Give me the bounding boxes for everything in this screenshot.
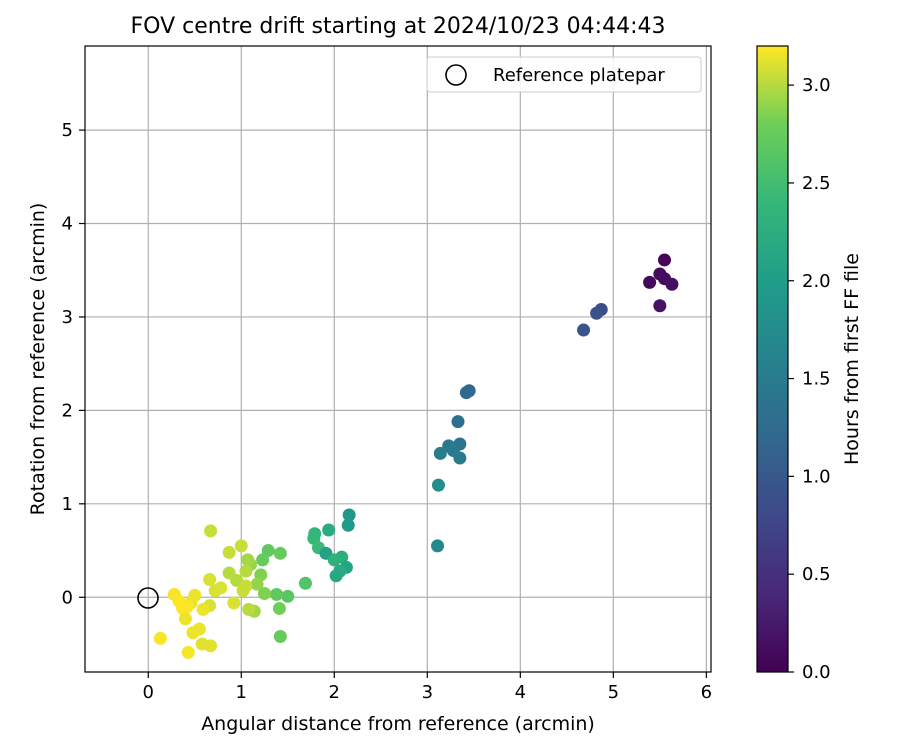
scatter-point xyxy=(241,553,255,567)
scatter-point xyxy=(227,596,241,610)
scatter-point xyxy=(242,602,256,616)
scatter-point xyxy=(342,508,356,522)
x-axis-ticks: 0 1 2 3 4 5 6 xyxy=(143,672,712,703)
colorbar: 0.0 0.5 1.0 1.5 2.0 2.5 3.0 Hours from first F… xyxy=(756,45,863,683)
scatter-point xyxy=(256,553,270,567)
y-tick-label: 2 xyxy=(62,400,73,421)
colorbar-tick-label: 2.0 xyxy=(802,271,831,292)
chart-title: FOV centre drift starting at 2024/10/23 … xyxy=(131,14,666,39)
scatter-point xyxy=(222,545,236,559)
scatter-point xyxy=(643,275,657,289)
scatter-point xyxy=(322,523,336,537)
scatter-point xyxy=(203,573,217,587)
scatter-point xyxy=(167,587,181,601)
scatter-point xyxy=(665,277,679,291)
colorbar-tick-label: 1.0 xyxy=(802,466,831,487)
scatter-point xyxy=(590,306,604,320)
scatter-point xyxy=(272,601,286,615)
scatter-point xyxy=(250,577,264,591)
colorbar-label: Hours from first FF file xyxy=(841,253,863,465)
colorbar-tick-label: 1.5 xyxy=(802,369,831,390)
scatter-point xyxy=(453,451,467,465)
y-tick-label: 5 xyxy=(62,120,73,141)
colorbar-gradient xyxy=(756,45,789,673)
scatter-point xyxy=(577,323,591,337)
colorbar-tick-label: 0.5 xyxy=(802,564,831,585)
scatter-point xyxy=(329,569,343,583)
scatter-point xyxy=(459,386,473,400)
legend: Reference platepar xyxy=(426,56,702,93)
scatter-point xyxy=(196,602,210,616)
scatter-points xyxy=(153,253,679,659)
scatter-point xyxy=(181,645,195,659)
x-tick-label: 4 xyxy=(515,682,526,703)
scatter-point xyxy=(281,589,295,603)
scatter-point xyxy=(298,576,312,590)
y-tick-label: 3 xyxy=(62,307,73,328)
scatter-point xyxy=(208,584,222,598)
scatter-point xyxy=(204,639,218,653)
x-tick-label: 2 xyxy=(329,682,340,703)
y-tick-label: 4 xyxy=(62,214,73,235)
colorbar-tick-label: 3.0 xyxy=(802,75,831,96)
colorbar-tick-label: 0.0 xyxy=(802,662,831,683)
x-tick-label: 3 xyxy=(422,682,433,703)
x-tick-label: 6 xyxy=(701,682,712,703)
y-tick-label: 0 xyxy=(62,587,73,608)
scatter-point xyxy=(273,546,287,560)
x-tick-label: 0 xyxy=(143,682,154,703)
scatter-point xyxy=(431,478,445,492)
scatter-point xyxy=(270,587,284,601)
scatter-point xyxy=(433,446,447,460)
scatter-point xyxy=(451,415,465,429)
scatter-point xyxy=(653,299,667,313)
reference-platepar-marker xyxy=(137,587,159,609)
colorbar-tick-label: 2.5 xyxy=(802,173,831,194)
plot-frame xyxy=(84,45,712,673)
scatter-point xyxy=(153,631,167,645)
legend-box xyxy=(426,56,702,93)
x-tick-label: 1 xyxy=(236,682,247,703)
scatter-point xyxy=(204,524,218,538)
scatter-point xyxy=(258,587,272,601)
scatter-point xyxy=(657,253,671,267)
scatter-point xyxy=(273,629,287,643)
scatter-point xyxy=(341,518,355,532)
legend-entry: Reference platepar xyxy=(493,65,665,86)
legend-marker-icon xyxy=(445,64,467,86)
grid-lines xyxy=(85,46,711,672)
scatter-point xyxy=(261,544,275,558)
scatter-point xyxy=(234,539,248,553)
colorbar-ticks: 0.0 0.5 1.0 1.5 2.0 2.5 3.0 xyxy=(788,75,831,683)
scatter-point xyxy=(178,612,192,626)
scatter-point xyxy=(192,622,206,636)
y-axis-label: Rotation from reference (arcmin) xyxy=(27,203,49,516)
y-tick-label: 1 xyxy=(62,494,73,515)
scatter-point xyxy=(327,553,341,567)
scatter-point xyxy=(431,539,445,553)
y-axis-ticks: 0 1 2 3 4 5 xyxy=(62,120,85,608)
x-tick-label: 5 xyxy=(608,682,619,703)
scatter-point xyxy=(236,584,250,598)
x-axis-label: Angular distance from reference (arcmin) xyxy=(201,713,595,735)
scatter-point xyxy=(239,564,253,578)
